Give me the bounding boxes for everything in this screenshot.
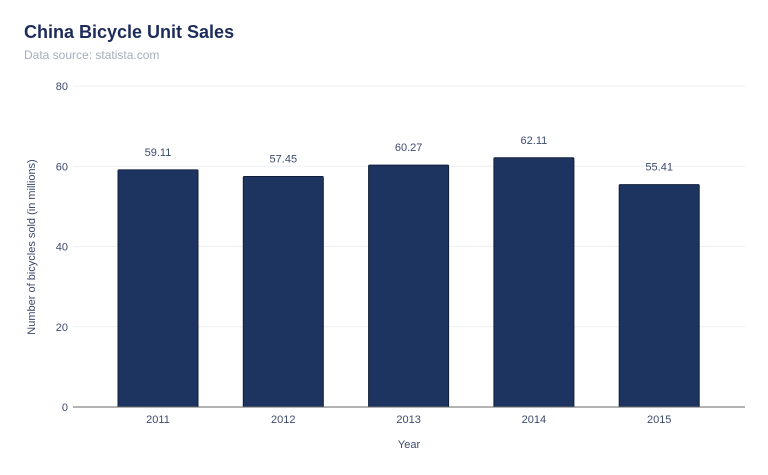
y-tick-label: 40 [56,242,68,254]
data-label: 59.11 [145,147,172,159]
data-label: 62.11 [521,135,548,147]
x-tick-label: 2012 [271,414,295,426]
data-label: 57.45 [270,153,298,165]
data-label: 60.27 [395,142,423,154]
bar [117,169,199,408]
x-tick-label: 2014 [522,414,546,426]
x-tick-label: 2011 [146,414,170,426]
x-axis-label: Year [398,439,421,451]
y-axis-label: Number of bicycles sold (in millions) [26,159,38,334]
y-tick-label: 0 [62,402,68,414]
y-tick-label: 80 [56,81,68,93]
x-tick-label: 2015 [647,414,671,426]
data-label: 55.41 [645,162,673,174]
bar [618,184,700,408]
y-tick-label: 60 [56,161,68,173]
x-tick-label: 2013 [396,414,420,426]
bar [368,164,450,408]
chart-subtitle: Data source: statista.com [24,48,160,62]
bar [493,157,575,408]
bar [242,175,324,408]
chart-title: China Bicycle Unit Sales [24,22,235,42]
y-tick-label: 20 [56,322,68,334]
